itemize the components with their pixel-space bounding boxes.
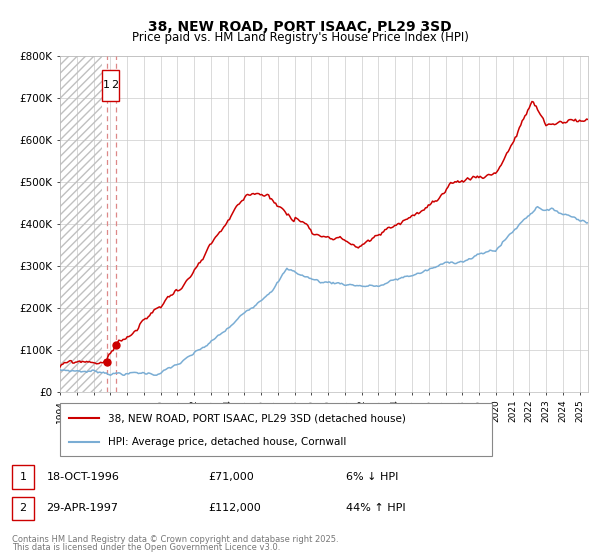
Text: £71,000: £71,000 bbox=[208, 472, 254, 482]
FancyBboxPatch shape bbox=[12, 497, 34, 520]
Text: 38, NEW ROAD, PORT ISAAC, PL29 3SD: 38, NEW ROAD, PORT ISAAC, PL29 3SD bbox=[148, 20, 452, 34]
Text: 6% ↓ HPI: 6% ↓ HPI bbox=[346, 472, 398, 482]
Text: HPI: Average price, detached house, Cornwall: HPI: Average price, detached house, Corn… bbox=[107, 436, 346, 446]
Bar bbox=[60, 56, 102, 392]
Text: 38, NEW ROAD, PORT ISAAC, PL29 3SD (detached house): 38, NEW ROAD, PORT ISAAC, PL29 3SD (deta… bbox=[107, 413, 406, 423]
Text: 44% ↑ HPI: 44% ↑ HPI bbox=[346, 503, 406, 514]
Bar bbox=[60, 56, 102, 392]
Text: 18-OCT-1996: 18-OCT-1996 bbox=[47, 472, 119, 482]
FancyBboxPatch shape bbox=[102, 69, 119, 101]
Text: Contains HM Land Registry data © Crown copyright and database right 2025.: Contains HM Land Registry data © Crown c… bbox=[12, 535, 338, 544]
Text: Price paid vs. HM Land Registry's House Price Index (HPI): Price paid vs. HM Land Registry's House … bbox=[131, 31, 469, 44]
Text: 2: 2 bbox=[19, 503, 26, 514]
FancyBboxPatch shape bbox=[60, 403, 492, 456]
Text: 1: 1 bbox=[19, 472, 26, 482]
Text: 2: 2 bbox=[111, 81, 118, 90]
Text: £112,000: £112,000 bbox=[208, 503, 260, 514]
Text: 29-APR-1997: 29-APR-1997 bbox=[47, 503, 119, 514]
FancyBboxPatch shape bbox=[12, 465, 34, 489]
Text: This data is licensed under the Open Government Licence v3.0.: This data is licensed under the Open Gov… bbox=[12, 543, 280, 552]
Text: 1: 1 bbox=[103, 81, 110, 90]
